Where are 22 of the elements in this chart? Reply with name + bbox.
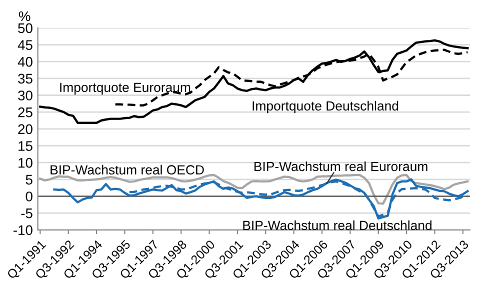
y-tick-label: 0 [26,192,32,202]
y-tick-label: 50 [18,23,32,34]
y-tick-label: 20 [18,124,32,134]
series-label: BIP-Wachstum real Deutschland [243,220,432,230]
line-series [39,39,469,124]
y-tick-label: 40 [18,56,32,67]
y-tick-label: -5 [21,208,32,218]
series-label: BIP-Wachstum real Euroraum [254,161,428,172]
y-tick-label: 30 [18,90,32,100]
line-series [53,178,469,220]
line-series [39,174,469,205]
series-label: BIP-Wachstum real OECD [50,164,204,175]
y-tick-label: -10 [14,225,32,236]
y-tick-label: 45 [18,40,32,50]
y-tick-label: 25 [18,107,32,118]
y-tick-label: 35 [18,74,32,84]
series-label: Importquote Deutschland [252,100,398,114]
y-tick-label: 10 [18,158,32,168]
y-tick-label: 15 [18,141,32,151]
y-tick-label: 5 [26,174,32,185]
series-label: Importquote Euroraum [60,82,190,95]
y-axis-title: % [18,11,30,22]
